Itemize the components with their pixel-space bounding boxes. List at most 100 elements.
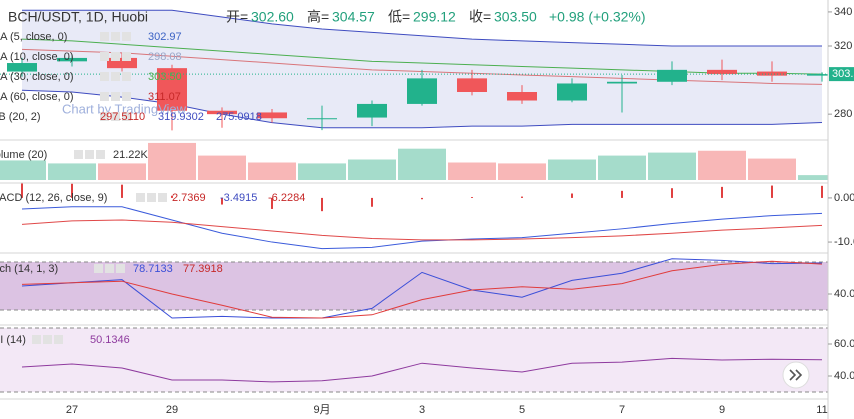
high-value: 304.57 [332, 9, 375, 25]
indicator-value: 2.7369 [172, 192, 206, 204]
symbol-title: BCH/USDT, 1D, Huobi [8, 9, 148, 25]
legend-icon [32, 335, 41, 344]
legend-area: Chart by TradingView MA (5, close, 0) 302… [0, 31, 305, 346]
candle-body [657, 69, 687, 82]
legend-icon [122, 32, 131, 41]
axes: 280 320 340 303.50 0.00 -10.00 40.00 60.00 40.00 [827, 0, 854, 419]
legend-icon [111, 32, 120, 41]
legend-icon [111, 52, 120, 61]
legend-icon [147, 193, 156, 202]
macd-histogram [371, 197, 373, 207]
candle-body [607, 81, 637, 84]
volume-bar [0, 160, 46, 180]
x-tick-label: 9月 [313, 404, 330, 416]
x-tick-label: 7 [619, 404, 625, 416]
volume-bar [98, 163, 146, 180]
indicator-name: MA (30, close, 0) [0, 71, 74, 83]
stoch-k [21, 258, 823, 319]
candle-body [807, 74, 837, 76]
legend-icon [54, 335, 63, 344]
y-tick-label: 60.00 [834, 338, 854, 350]
macd-histogram [221, 197, 223, 205]
legend-icon [96, 150, 105, 159]
legend-icon [116, 264, 125, 273]
y-tick-label: 320 [834, 40, 852, 52]
volume-bar [248, 162, 296, 180]
volume-bar [548, 159, 596, 180]
macd-histogram [521, 196, 523, 198]
legend-icon [122, 112, 131, 121]
legend-icon [122, 72, 131, 81]
legend-icon [122, 92, 131, 101]
scroll-icon[interactable] [789, 369, 803, 381]
indicator-name: BB (20, 2) [0, 111, 41, 123]
candle-body [457, 78, 487, 92]
last-price-label: 303.50 [832, 68, 854, 80]
candle-body [407, 78, 437, 104]
stoch-d [21, 260, 823, 319]
x-tick-label: 5 [519, 404, 525, 416]
candle-body [107, 57, 137, 69]
macd-histogram [721, 186, 723, 198]
indicator-value: 275.0918 [216, 111, 262, 123]
scroll-button[interactable] [782, 361, 810, 389]
macd-histogram [621, 190, 623, 198]
legend-icon [111, 112, 120, 121]
x-tick-label: 29 [166, 404, 178, 416]
legend-icon [94, 264, 103, 273]
legend-icon [100, 72, 109, 81]
indicator-value: 77.3918 [183, 263, 223, 275]
low-value: 299.12 [413, 9, 456, 25]
macd-line [21, 206, 823, 250]
indicator-name: MA (10, close, 0) [0, 51, 74, 63]
volume-bar [698, 150, 746, 180]
indicator-name: MA (5, close, 0) [0, 31, 67, 43]
separators [0, 139, 828, 400]
open-label: 开= [226, 9, 248, 25]
macd-histogram [471, 197, 473, 198]
bb-upper [22, 9, 822, 47]
candle-body [757, 71, 787, 76]
candle-body [157, 68, 187, 111]
macd-histogram [671, 188, 673, 198]
legend-icon [122, 52, 131, 61]
volume-bar [748, 158, 796, 180]
indicator-value: 303.50 [148, 71, 182, 83]
macd-histogram [571, 193, 573, 198]
volume-bar [598, 155, 646, 180]
indicator-value: 50.1346 [90, 334, 130, 346]
rsi-line [21, 357, 823, 383]
indicator-value: -6.2284 [268, 192, 305, 204]
candle-body [7, 63, 37, 72]
price-axis-bg [828, 0, 854, 419]
legend-icon [43, 335, 52, 344]
y-tick-label: -10.00 [834, 236, 854, 248]
open-value: 302.60 [251, 9, 294, 25]
volume-bar [448, 162, 496, 180]
y-tick-label: 0.00 [834, 192, 854, 204]
legend-icon [136, 193, 145, 202]
legend-icon [100, 112, 109, 121]
candle-body [257, 112, 287, 119]
y-tick-label: 40.00 [834, 288, 854, 300]
indicator-value: 21.22K [113, 149, 149, 161]
indicator-name: Stoch (14, 1, 3) [0, 263, 58, 275]
legend-icon [100, 92, 109, 101]
indicator-value: 78.7133 [133, 263, 173, 275]
bb-lower [21, 89, 823, 129]
volume-bar [798, 175, 846, 180]
legend-icon [100, 52, 109, 61]
legend-icon [158, 193, 167, 202]
legend-icon [74, 150, 83, 159]
macd-histogram [121, 184, 123, 198]
candle-body [207, 110, 237, 115]
macd-histogram [821, 185, 823, 198]
last-price-tag [829, 67, 854, 82]
volume-bar [298, 163, 346, 180]
signal-line [21, 219, 823, 241]
low-label: 低= [388, 9, 410, 25]
legend-icon [100, 32, 109, 41]
plot-area: 27 29 9月 3 5 7 9 11 [0, 9, 846, 416]
